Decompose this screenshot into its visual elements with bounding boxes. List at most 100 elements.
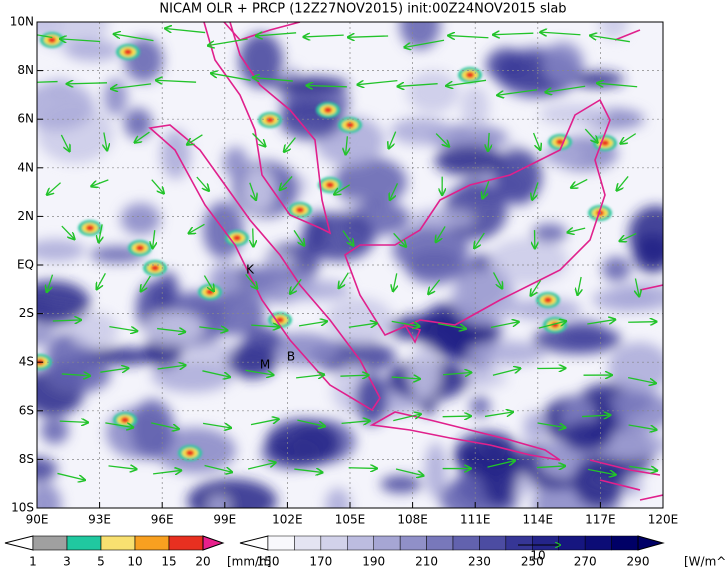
olr-cell [64, 39, 121, 62]
wind-arrow [405, 39, 445, 47]
y-tick-label: 2N [17, 209, 34, 223]
wind-arrow [298, 321, 327, 327]
malay-peninsula [203, 22, 332, 235]
olr-cell [182, 342, 236, 359]
y-tick-label: 8S [19, 452, 34, 466]
wind-arrow [582, 415, 610, 416]
olr-cell [355, 373, 389, 426]
colorbar-segment [347, 535, 374, 551]
wind-arrow [108, 466, 137, 469]
wind-arrow [474, 232, 485, 248]
colorbar-segment [426, 535, 454, 551]
y-tick-label: 2S [19, 306, 34, 320]
sumatra [148, 124, 381, 412]
colorbar-label: 1 [29, 555, 37, 569]
olr-cell [424, 442, 447, 498]
wind-arrow [304, 35, 344, 37]
wind-arrow [340, 375, 368, 376]
wind-arrow [252, 132, 266, 146]
olr-cell [466, 340, 547, 365]
olr-cell [241, 167, 276, 212]
wind-arrow [635, 278, 639, 296]
y-tick-label: 4N [17, 160, 34, 174]
wind-arrow [546, 85, 586, 92]
colorbar-unit: [mm/h] [227, 555, 271, 569]
precip-cell [86, 225, 94, 231]
olr-cell [493, 148, 542, 205]
wind-arrow [497, 89, 538, 96]
colorbar-label: 5 [97, 555, 105, 569]
olr-cell [301, 212, 376, 262]
precip-cell [346, 122, 354, 128]
x-tick-label: 111E [460, 513, 491, 527]
olr-cell [572, 455, 626, 508]
wind-arrow [541, 32, 581, 35]
wind-arrow [597, 83, 638, 87]
colorbar-label: 20 [195, 555, 210, 569]
wind-arrow [114, 34, 154, 42]
wind-arrow [280, 175, 293, 189]
java [369, 411, 561, 461]
y-tick-label: EQ [17, 258, 34, 272]
wind-arrow [297, 419, 324, 426]
olr-cell [204, 291, 266, 336]
wind-arrow [256, 33, 297, 36]
wind-arrow [211, 73, 251, 81]
y-tick-label: 10N [10, 15, 34, 29]
wind-arrow [153, 470, 181, 473]
wind-arrow [393, 232, 406, 246]
olr-cell [562, 420, 612, 453]
wind-arrow [389, 131, 397, 149]
olr-cell [632, 234, 663, 274]
colorbar-segment [320, 535, 348, 551]
wind-arrow [245, 369, 274, 375]
colorbar-segment [134, 535, 170, 551]
wind-arrow [199, 327, 227, 331]
x-tick-label: 117E [585, 513, 616, 527]
wind-arrow [296, 375, 324, 378]
olr-cell [542, 144, 584, 166]
wind-arrow [104, 132, 107, 150]
wind-arrow [628, 322, 656, 323]
olr-cell [406, 71, 459, 114]
precip-cell [136, 245, 144, 251]
wind-arrow [109, 325, 137, 331]
precip-cell [324, 107, 332, 113]
olr-cell [223, 146, 249, 180]
wind-arrow [442, 416, 471, 417]
reference-label: 10 [530, 549, 545, 563]
colorbar-label: 190 [362, 555, 385, 569]
olr-cell [598, 22, 629, 40]
olr-cell [40, 417, 69, 444]
wind-arrow [617, 175, 629, 190]
wind-arrow [629, 465, 657, 470]
colorbar-label: 150 [257, 555, 280, 569]
wind-arrow [99, 224, 102, 242]
wind-arrow [488, 132, 489, 151]
x-tick-label: 96E [151, 513, 174, 527]
wind-arrow [398, 84, 438, 87]
olr-cell [130, 399, 175, 460]
x-tick-label: 105E [335, 513, 366, 527]
precip-cell [124, 49, 132, 55]
wind-arrow [151, 179, 164, 194]
wind-arrow [346, 136, 348, 154]
wind-arrow [187, 134, 203, 145]
olr-cell [103, 78, 128, 116]
colorbar-arrow [637, 535, 665, 551]
olr-cell [77, 347, 161, 366]
x-tick-label: 108E [397, 513, 428, 527]
wind-arrow [334, 184, 351, 194]
wind-arrow [294, 469, 322, 472]
wind-arrow [571, 178, 588, 187]
place-label: B [287, 350, 295, 364]
colorbar-segment [452, 535, 480, 551]
olr-cell [265, 419, 341, 468]
olr-cell [592, 287, 657, 312]
x-tick-label: 120E [648, 513, 679, 527]
olr-cell [325, 487, 351, 508]
colorbar-segment [505, 535, 533, 551]
wind-arrow [628, 376, 655, 384]
wind-arrow [151, 422, 178, 429]
